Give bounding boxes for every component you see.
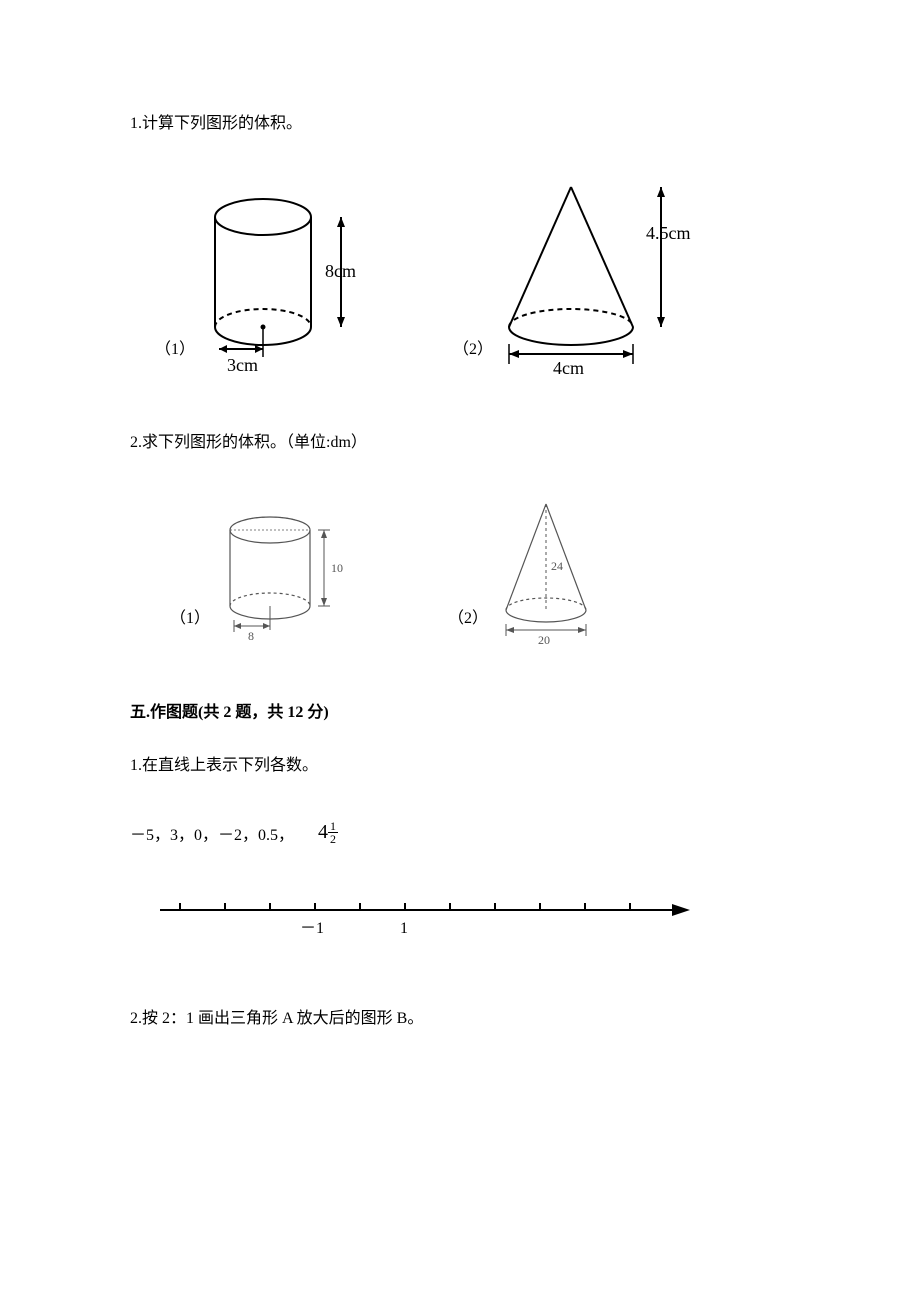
cyl2-height: 10 [331, 561, 343, 575]
cyl1-height: 8cm [325, 261, 356, 281]
section5-title: 五.作图题(共 2 题，共 12 分) [130, 698, 795, 722]
q2-sub1-label: （1） [170, 604, 210, 628]
cylinder2-diagram: 10 8 [218, 508, 358, 648]
q2-fig2-group: （2） 24 20 [448, 498, 616, 648]
cone-diagram: 4.5cm 4cm [501, 179, 711, 379]
q2-text: 2.求下列图形的体积。（单位:dm） [130, 429, 795, 458]
numline-neg1: －1 [300, 920, 324, 937]
cone2-diameter: 20 [538, 633, 550, 647]
numbers-text: －5，3，0，－2，0.5， [130, 821, 294, 845]
numline-pos1: 1 [400, 920, 408, 937]
q2-sub2-label: （2） [448, 604, 488, 628]
cone1-diameter: 4cm [553, 358, 584, 378]
q1-sub1-label: （1） [155, 335, 195, 359]
q1-fig1-group: （1） 3cm 8cm [155, 189, 373, 379]
q1-fig2-group: （2） 4.5cm 4cm [453, 179, 711, 379]
q1-figures: （1） 3cm 8cm （2） [130, 179, 795, 379]
q1-text: 1.计算下列图形的体积。 [130, 110, 795, 139]
q2-figures: （1） 10 8 （2） [130, 498, 795, 648]
q5-1-numbers: －5，3，0，－2，0.5， 412 [130, 820, 795, 845]
cyl1-radius: 3cm [227, 355, 258, 375]
cone2-height: 24 [551, 559, 563, 573]
mixed-int: 4 [318, 821, 328, 843]
q5-1-text: 1.在直线上表示下列各数。 [130, 752, 795, 781]
cylinder-diagram: 3cm 8cm [203, 189, 373, 379]
q5-2-text: 2.按 2：1 画出三角形 A 放大后的图形 B。 [130, 1005, 795, 1034]
cone2-diagram: 24 20 [496, 498, 616, 648]
mixed-den: 2 [328, 833, 338, 845]
number-line: －1 1 [150, 885, 710, 955]
cone1-height: 4.5cm [646, 223, 691, 243]
mixed-fraction: 412 [318, 820, 338, 845]
cyl2-radius: 8 [248, 629, 254, 643]
q1-sub2-label: （2） [453, 335, 493, 359]
q2-fig1-group: （1） 10 8 [170, 508, 358, 648]
